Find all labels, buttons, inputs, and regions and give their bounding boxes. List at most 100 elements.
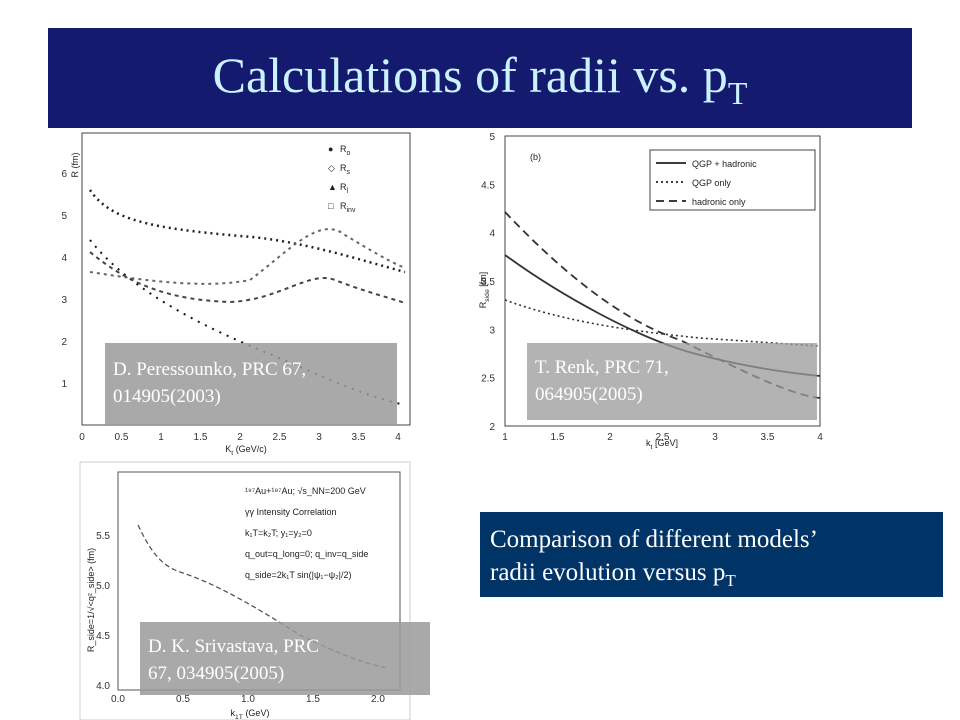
y-tick-label: 4.5 (96, 631, 110, 642)
title-band (48, 28, 912, 128)
legend-box (649, 149, 816, 211)
y-tick-label: 4.0 (96, 681, 110, 692)
y-tick-label: 5 (489, 132, 495, 143)
legend-main: R (340, 163, 347, 173)
x-tick-label: 2 (237, 432, 243, 443)
comparison-box (480, 512, 943, 597)
y-tick-label: 6 (61, 169, 67, 180)
legend-entry: γγ Intensity Correlation (245, 507, 337, 517)
legend-entry: Rl (340, 182, 349, 195)
label-sub: t (651, 444, 653, 451)
axis-label: Rside [fm] (478, 272, 491, 308)
panel-tag: (b) (530, 152, 541, 162)
legend-marker: ▲ (328, 182, 337, 192)
legend-main: R (340, 144, 347, 154)
caption-box (140, 622, 430, 695)
legend-entry: k₁T=k₂T; y₁=y₂=0 (245, 528, 312, 538)
caption: 014905(2003) (113, 386, 221, 407)
legend-entry: Rs (340, 163, 351, 176)
x-tick-label: 1 (158, 432, 164, 443)
legend-main: R (340, 182, 347, 192)
y-tick-label: 4 (489, 229, 495, 240)
label-main: K (225, 444, 231, 454)
x-tick-label: 1.5 (194, 432, 208, 443)
legend-marker: ● (328, 144, 333, 154)
x-tick-label: 4 (817, 432, 823, 443)
x-tick-label: 1.5 (551, 432, 565, 443)
comparison-text: radii evolution versus pT (490, 559, 736, 590)
x-tick-label: 2 (607, 432, 613, 443)
x-tick-label: 2.0 (371, 694, 385, 705)
axis-label: Kt (GeV/c) (225, 444, 266, 457)
y-axis-label: R (fm) (70, 153, 80, 178)
x-tick-label: 4 (395, 432, 401, 443)
title: Calculations of radii vs. pT (213, 47, 748, 111)
curve (89, 251, 406, 304)
curve (88, 189, 406, 274)
x-tick-label: 3.5 (352, 432, 366, 443)
y-tick-label: 2.5 (481, 374, 495, 385)
legend-entry: Ro (340, 144, 351, 157)
label-unit: (GeV/c) (233, 444, 267, 454)
legend-sub: inv (347, 207, 356, 214)
y-tick-label: 2 (61, 337, 67, 348)
y-tick-label: 5.5 (96, 531, 110, 542)
caption-box (105, 343, 397, 425)
x-tick-label: 0 (79, 432, 85, 443)
legend-marker: ◇ (328, 163, 335, 173)
label-unit: [fm] (478, 272, 488, 290)
legend-main: R (340, 201, 347, 211)
title-text: Calculations of radii vs. p (213, 47, 728, 103)
y-tick-label: 2 (489, 422, 495, 433)
label-main: R (478, 301, 488, 308)
x-tick-label: 0.5 (176, 694, 190, 705)
label-sub: side (484, 289, 491, 302)
legend-sub: s (347, 169, 351, 176)
x-tick-label: 2.5 (273, 432, 287, 443)
comparison-text: Comparison of different models’ (490, 526, 818, 553)
x-tick-label: 2.5 (656, 432, 670, 443)
legend-sub: o (347, 150, 351, 157)
comparison-sub: T (725, 571, 736, 590)
label-unit: [GeV] (652, 438, 678, 448)
x-tick-label: 1.0 (241, 694, 255, 705)
x-tick-label: 3.5 (761, 432, 775, 443)
y-tick-label: 4.5 (481, 180, 495, 191)
x-tick-label: 0.0 (111, 694, 125, 705)
caption: D. Peressounko, PRC 67, (113, 359, 306, 380)
legend-entry: q_out=q_long=0; q_inv=q_side (245, 549, 368, 559)
y-tick-label: 5 (61, 211, 67, 222)
y-tick-label: 3 (61, 295, 67, 306)
legend-entry: q_side=2k₁T sin(|ψ₁−ψ₂|/2) (245, 570, 351, 580)
label-sub: t (231, 450, 233, 457)
legend-entry: ¹⁹⁷Au+¹⁹⁷Au; √s_NN=200 GeV (245, 486, 366, 496)
comparison-line: radii evolution versus p (490, 559, 725, 586)
x-tick-label: 3 (712, 432, 718, 443)
y-tick-label: 3 (489, 325, 495, 336)
title-sub: T (728, 75, 748, 111)
legend-marker: □ (328, 201, 334, 211)
legend-sub: l (347, 188, 349, 195)
x-tick-label: 0.5 (115, 432, 129, 443)
y-tick-label: 3.5 (481, 277, 495, 288)
legend-entry: Rinv (340, 201, 356, 214)
label-unit: (GeV) (243, 708, 270, 718)
caption: 064905(2005) (535, 384, 643, 405)
legend-entry: QGP + hadronic (692, 159, 757, 169)
caption: D. K. Srivastava, PRC (148, 636, 319, 657)
caption: 67, 034905(2005) (148, 663, 284, 684)
label-main: k (646, 438, 651, 448)
y-tick-label: 1 (61, 379, 67, 390)
curve (504, 299, 821, 347)
y-tick-label: 4 (61, 253, 67, 264)
y-axis-label: R_side=1/√<q²_side> (fm) (86, 548, 96, 652)
x-tick-label: 1.5 (306, 694, 320, 705)
label-sub: 1T (235, 714, 243, 720)
x-tick-label: 3 (316, 432, 322, 443)
axis-label: kt [GeV] (646, 438, 678, 451)
legend-entry: QGP only (692, 178, 731, 188)
y-tick-label: 5.0 (96, 581, 110, 592)
legend-entry: hadronic only (692, 197, 746, 207)
x-tick-label: 1 (502, 432, 508, 443)
